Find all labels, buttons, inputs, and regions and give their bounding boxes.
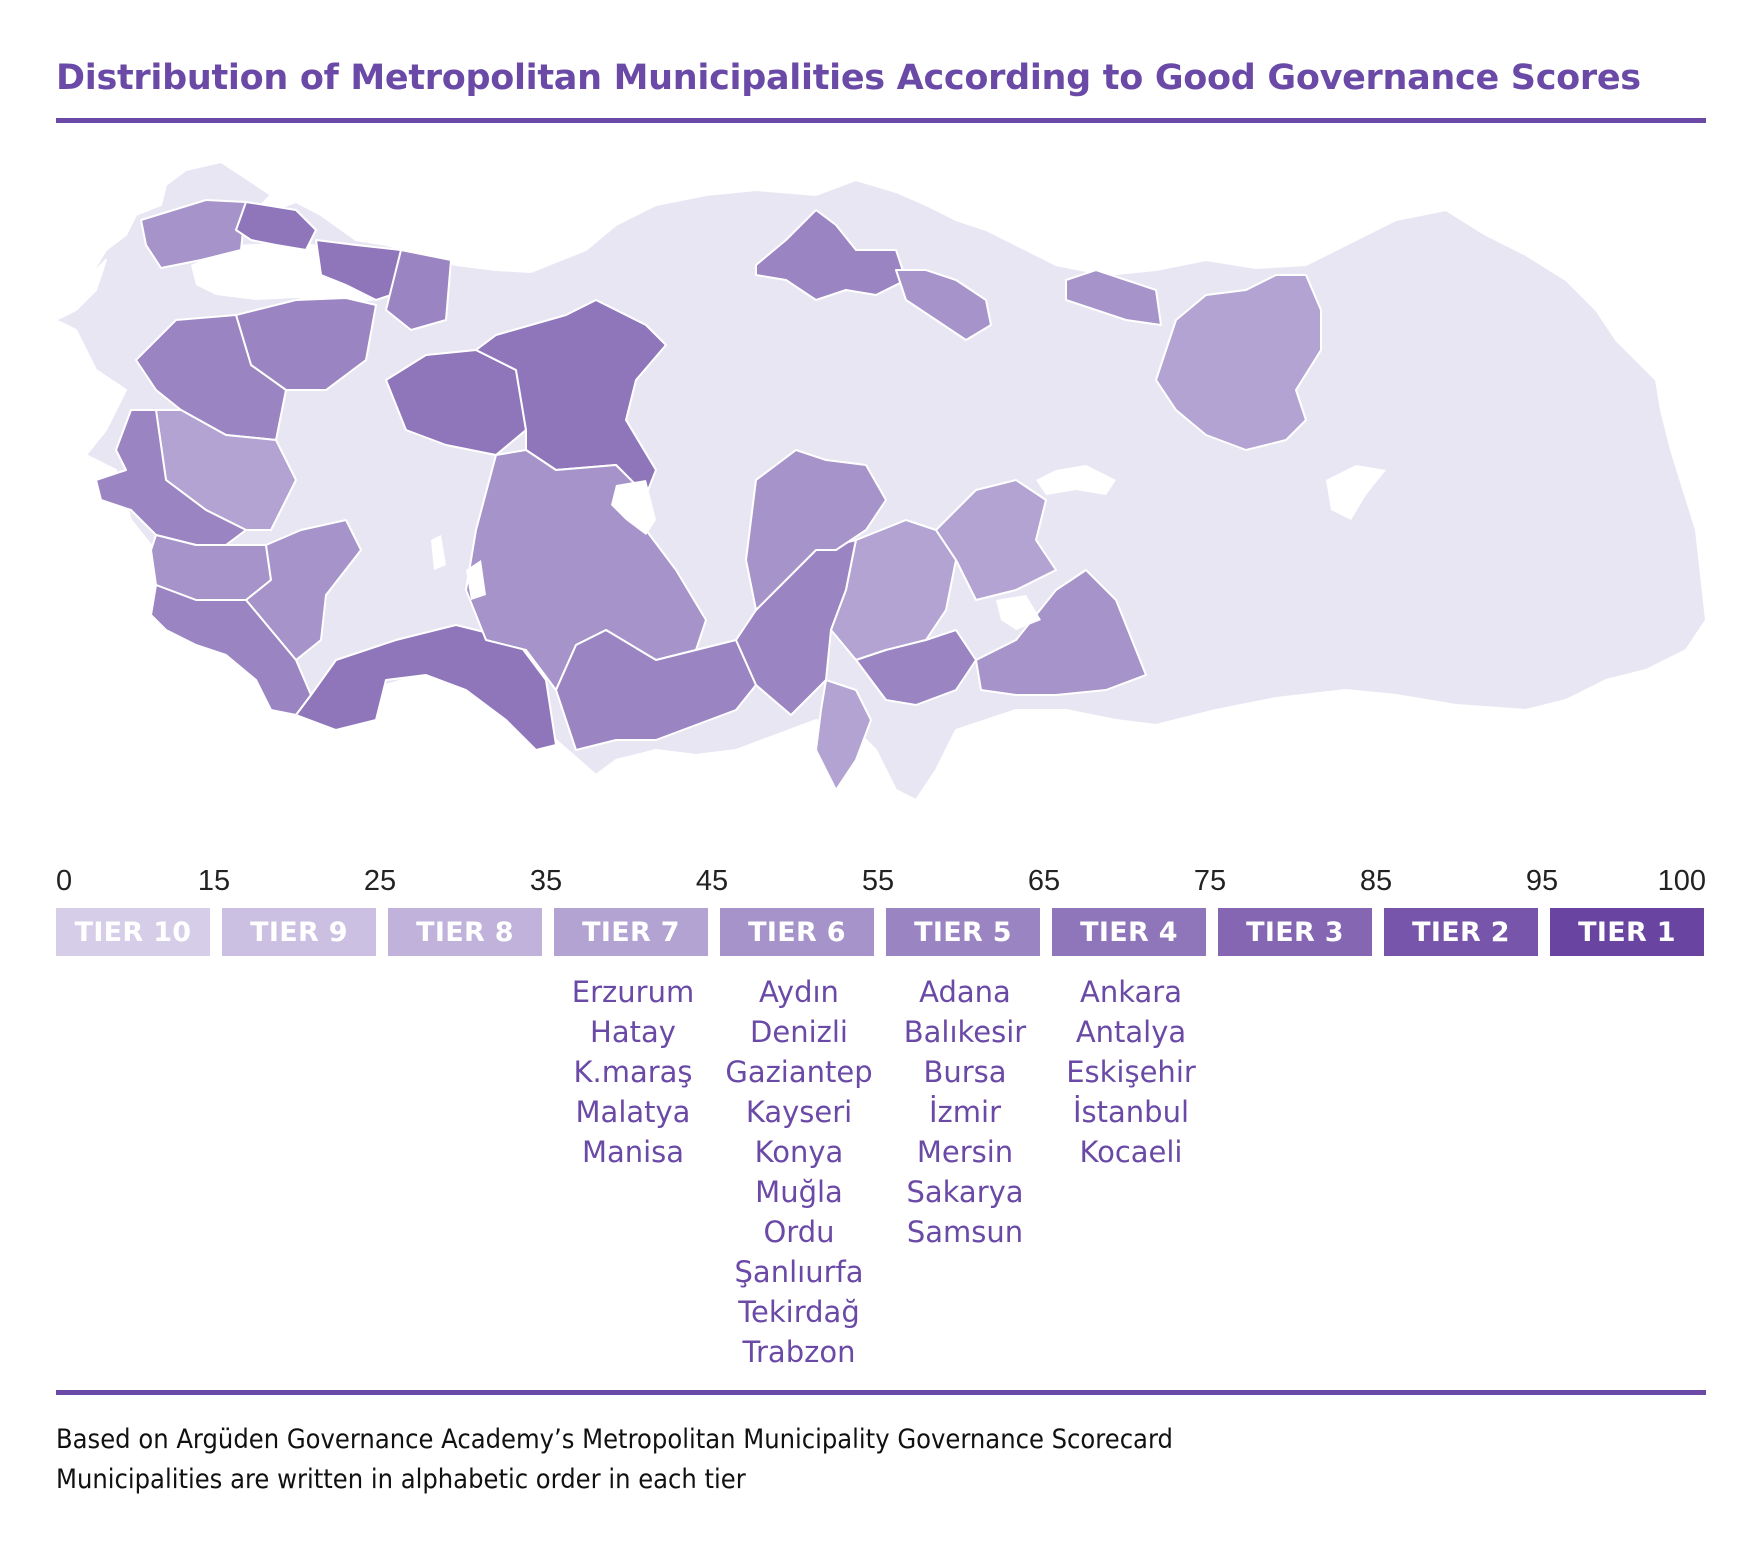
- province-ankara: [475, 299, 667, 496]
- municipality-name: Ankara: [1080, 975, 1182, 1009]
- tier-4-list: Ankara Antalya Eskişehir İstanbul Kocael…: [1048, 972, 1214, 1172]
- municipality-name: K.maraş: [573, 1055, 693, 1089]
- tier-10-box: TIER 10: [56, 908, 210, 956]
- municipality-name: İstanbul: [1072, 1095, 1190, 1129]
- lake-tuz: [611, 480, 656, 535]
- scale-tick: 65: [1027, 865, 1061, 897]
- scale-tick: 35: [529, 865, 563, 897]
- province-kayseri: [745, 449, 887, 611]
- tier-6-box: TIER 6: [720, 908, 874, 956]
- municipality-name: Erzurum: [571, 975, 695, 1009]
- province-mugla: [150, 584, 312, 716]
- municipality-name: Sakarya: [906, 1175, 1024, 1209]
- province-antalya: [295, 624, 557, 751]
- municipality-name: Tekirdağ: [738, 1295, 860, 1329]
- tier-4-box: TIER 4: [1052, 908, 1206, 956]
- province-trabzon: [1065, 269, 1162, 326]
- tier-3-box: TIER 3: [1218, 908, 1372, 956]
- province-ordu: [895, 269, 992, 341]
- municipality-name: Konya: [754, 1135, 844, 1169]
- tier-8-box: TIER 8: [388, 908, 542, 956]
- tier-7-list: Erzurum Hatay K.maraş Malatya Manisa: [550, 972, 716, 1172]
- tier-1-box: TIER 1: [1550, 908, 1704, 956]
- lake-keban: [1036, 465, 1116, 495]
- scale-tick: 95: [1525, 865, 1559, 897]
- province-hatay: [815, 679, 872, 791]
- province-tekirdag: [140, 199, 247, 269]
- municipality-name: Adana: [919, 975, 1011, 1009]
- municipality-name: Trabzon: [742, 1335, 856, 1369]
- title-divider: [56, 118, 1706, 123]
- municipality-name: Kocaeli: [1079, 1135, 1183, 1169]
- scale-tick: 45: [695, 865, 729, 897]
- municipality-name: Gaziantep: [725, 1055, 873, 1089]
- page-title: Distribution of Metropolitan Municipalit…: [56, 58, 1641, 98]
- province-sanliurfa: [975, 569, 1147, 696]
- municipality-name: Antalya: [1075, 1015, 1187, 1049]
- municipality-name: İzmir: [928, 1095, 1001, 1129]
- scale-tick: 15: [197, 865, 231, 897]
- municipality-name: Ordu: [763, 1215, 835, 1249]
- tier-5-list: Adana Balıkesir Bursa İzmir Mersin Sakar…: [882, 972, 1048, 1252]
- scale-tick: 85: [1359, 865, 1393, 897]
- municipality-name: Muğla: [755, 1175, 843, 1209]
- municipality-name: Kayseri: [745, 1095, 853, 1129]
- municipality-name: Bursa: [923, 1055, 1007, 1089]
- scale-tick: 25: [363, 865, 397, 897]
- footer-divider: [56, 1390, 1706, 1395]
- province-istanbul: [235, 201, 317, 251]
- municipality-name: Denizli: [750, 1015, 848, 1049]
- lake-van: [1326, 465, 1386, 520]
- tier-2-box: TIER 2: [1384, 908, 1538, 956]
- municipality-name: Eskişehir: [1066, 1055, 1196, 1089]
- lake-ataturk: [996, 595, 1041, 630]
- municipality-name: Aydın: [759, 975, 839, 1009]
- province-sakarya: [385, 249, 452, 331]
- order-note: Municipalities are written in alphabetic…: [56, 1464, 746, 1495]
- scale-tick: 55: [861, 865, 895, 897]
- municipality-name: Malatya: [575, 1095, 691, 1129]
- score-scale: 0 15 25 35 45 55 65 75 85 95 100: [56, 865, 1706, 905]
- lake-beysehir: [431, 535, 446, 570]
- tier-5-box: TIER 5: [886, 908, 1040, 956]
- scale-tick: 100: [1657, 865, 1706, 897]
- province-gaziantep: [855, 629, 977, 706]
- province-denizli: [245, 519, 362, 661]
- tier-9-box: TIER 9: [222, 908, 376, 956]
- municipality-name: Hatay: [590, 1015, 676, 1049]
- municipality-name: Balıkesir: [903, 1015, 1027, 1049]
- scale-tick: 75: [1193, 865, 1227, 897]
- municipality-name: Mersin: [916, 1135, 1014, 1169]
- municipality-name: Manisa: [581, 1135, 685, 1169]
- lake-egirdir: [466, 560, 486, 600]
- province-erzurum: [1155, 274, 1322, 451]
- municipality-name: Samsun: [906, 1215, 1024, 1249]
- province-malatya: [935, 479, 1057, 601]
- municipality-name: Şanlıurfa: [734, 1255, 864, 1289]
- tier-6-list: Aydın Denizli Gaziantep Kayseri Konya Mu…: [716, 972, 882, 1372]
- tier-legend: TIER 10 TIER 9 TIER 8 TIER 7 TIER 6 TIER…: [56, 908, 1706, 956]
- turkey-choropleth-map: [56, 161, 1706, 801]
- tier-7-box: TIER 7: [554, 908, 708, 956]
- source-note: Based on Argüden Governance Academy’s Me…: [56, 1424, 1173, 1455]
- scale-tick: 0: [56, 865, 73, 897]
